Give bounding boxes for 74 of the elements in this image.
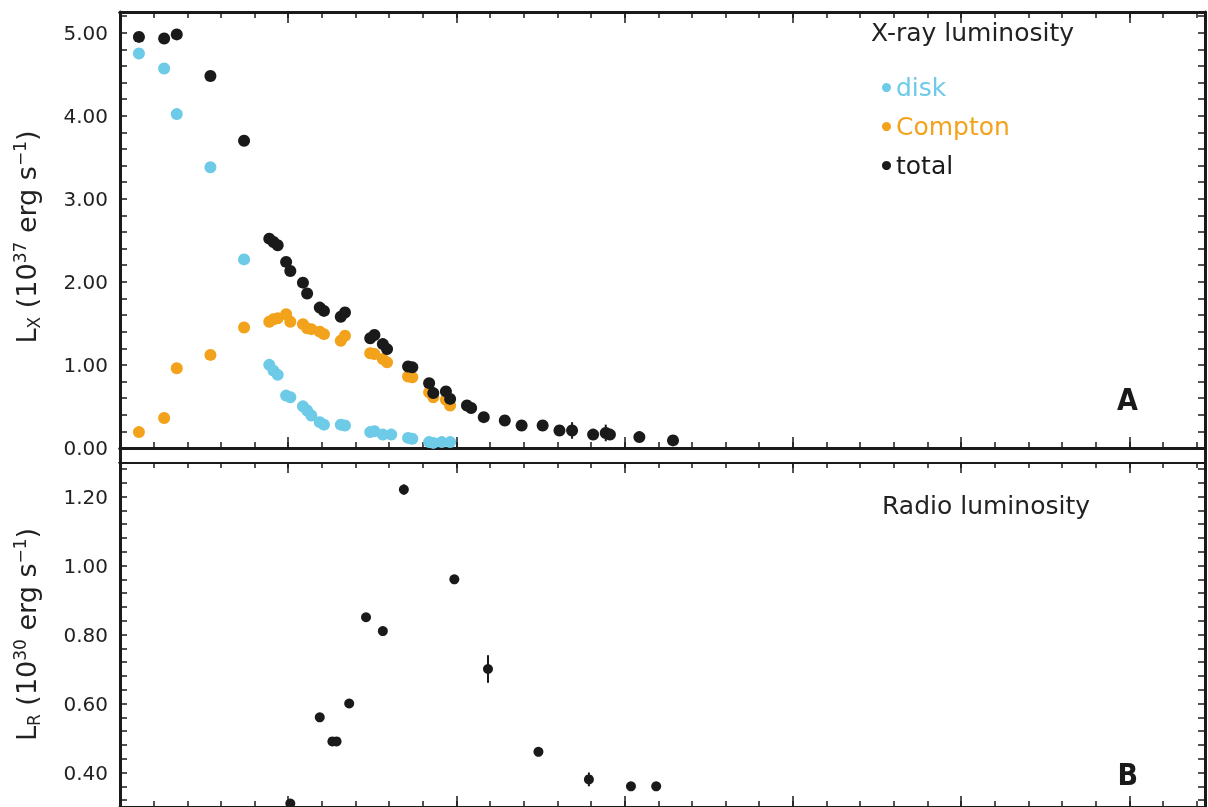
y-tick-label: 1.20 — [63, 484, 108, 509]
point — [587, 428, 600, 441]
point — [566, 424, 579, 437]
annotation: A — [1117, 381, 1139, 417]
point — [170, 108, 183, 121]
point — [553, 424, 566, 437]
point — [204, 348, 217, 361]
point — [271, 239, 284, 252]
point — [301, 287, 314, 300]
y-axis-title: LR (1030 erg s−1) — [9, 527, 44, 742]
point — [317, 328, 330, 341]
point — [381, 356, 394, 369]
point — [280, 255, 293, 268]
point — [317, 418, 330, 431]
point — [633, 431, 646, 444]
point — [651, 781, 662, 792]
point — [515, 419, 528, 432]
point — [381, 343, 394, 356]
point — [625, 781, 636, 792]
legend-label: total — [896, 151, 954, 180]
point — [477, 411, 490, 424]
point — [238, 253, 251, 266]
point — [339, 306, 351, 319]
point — [271, 368, 284, 381]
y-tick-label: 3.00 — [63, 186, 108, 211]
point — [368, 328, 381, 341]
point — [170, 28, 183, 41]
point — [158, 412, 171, 424]
point — [285, 798, 296, 807]
legend-label: disk — [896, 73, 947, 102]
point — [423, 377, 436, 390]
point — [344, 698, 355, 709]
annotation: B — [1117, 756, 1139, 792]
text: Radio luminosity — [882, 491, 1091, 520]
point — [238, 321, 251, 334]
y-tick-label: 0.60 — [63, 691, 108, 716]
point — [533, 746, 544, 757]
y-tick-label: 5.00 — [63, 20, 108, 45]
point — [204, 69, 217, 82]
point — [449, 574, 460, 585]
point — [361, 612, 372, 623]
point — [132, 426, 145, 439]
point — [132, 47, 145, 60]
point — [296, 276, 309, 289]
point — [204, 161, 217, 174]
point — [444, 392, 457, 405]
point — [536, 419, 549, 432]
point — [284, 391, 297, 404]
point — [314, 712, 325, 723]
y-tick-label: 0.40 — [63, 760, 108, 785]
y-tick-label: 1.00 — [63, 553, 108, 578]
point — [667, 434, 680, 447]
legend-label: Compton — [896, 112, 1010, 141]
point — [284, 315, 297, 328]
y-tick-label: 0.00 — [63, 435, 108, 460]
point — [317, 304, 330, 317]
y-tick-label: 4.00 — [63, 103, 108, 128]
point — [465, 402, 478, 415]
y-tick-label: 2.00 — [63, 269, 108, 294]
point — [377, 626, 388, 637]
point — [427, 387, 440, 400]
point — [158, 62, 171, 75]
point — [170, 362, 183, 375]
legend-title: X-ray luminosity — [871, 18, 1075, 47]
point — [132, 30, 145, 43]
point — [305, 409, 318, 422]
y-tick-label: 0.80 — [63, 622, 108, 647]
point — [284, 265, 297, 278]
point — [498, 414, 511, 427]
point — [238, 134, 251, 147]
point — [158, 32, 171, 45]
y-axis-title: LX (1037 erg s−1) — [9, 130, 44, 344]
point — [339, 329, 351, 342]
y-tick-label: 1.00 — [63, 352, 108, 377]
